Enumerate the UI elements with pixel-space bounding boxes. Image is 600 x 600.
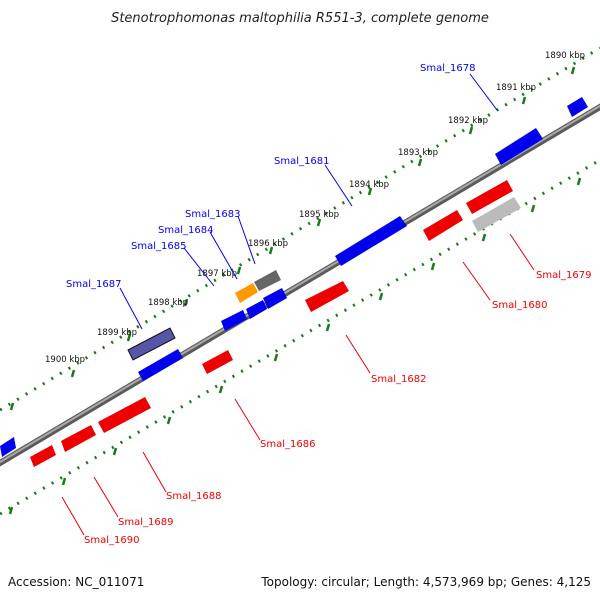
gene-purple (127, 327, 176, 361)
inner-major-ticks (8, 177, 582, 515)
genome-info-text: Topology: circular; Length: 4,573,969 bp… (260, 575, 591, 589)
gene-red (30, 445, 56, 467)
gene-label: Smal_1690 (84, 535, 139, 546)
gene-red (202, 350, 233, 374)
gene-blue (567, 97, 588, 117)
gene-red (305, 281, 349, 312)
scale-label: 1894 kbp (349, 180, 389, 190)
gene-label: Smal_1684 (158, 225, 213, 236)
scale-label: 1900 kbp (45, 355, 85, 365)
gene-blue (263, 288, 287, 309)
gene-orange (235, 283, 258, 303)
scale-label: 1893 kbp (398, 148, 438, 158)
gene-label: Smal_1689 (118, 517, 173, 528)
gene-red (466, 180, 513, 214)
forward-callouts (119, 73, 498, 330)
gene-red (98, 397, 151, 433)
scale-label: 1897 kbp (197, 269, 237, 279)
reverse-labels[interactable]: Smal_1679 Smal_1680 Smal_1682 Smal_1686 … (84, 270, 591, 546)
gene-label: Smal_1678 (420, 63, 475, 74)
gene-label: Smal_1686 (260, 439, 315, 450)
reverse-genes[interactable] (30, 180, 521, 467)
gene-label: Smal_1683 (185, 209, 240, 220)
scale-label: 1892 kbp (448, 116, 488, 126)
gene-grey (254, 270, 281, 291)
gene-red (61, 425, 96, 452)
gene-label: Smal_1688 (166, 491, 221, 502)
reverse-callouts (61, 233, 535, 536)
gene-red (423, 210, 463, 241)
gene-blue (0, 437, 16, 457)
scale-label: 1890 kbp (545, 51, 585, 61)
gene-label: Smal_1687 (66, 279, 121, 290)
accession-text: Accession: NC_011071 (8, 575, 144, 589)
gene-blue (221, 310, 247, 331)
gene-blue (495, 128, 543, 165)
gene-label: Smal_1680 (492, 300, 547, 311)
scale-label: 1891 kbp (496, 83, 536, 93)
gene-blue (138, 349, 183, 381)
forward-genes[interactable] (0, 97, 588, 457)
forward-labels[interactable]: Smal_1678 Smal_1681 Smal_1683 Smal_1684 … (66, 63, 475, 290)
gene-blue (246, 300, 267, 319)
map-title: Stenotrophomonas maltophilia R551-3, com… (111, 11, 489, 26)
gene-grey-light (472, 197, 521, 232)
gene-blue (335, 216, 407, 266)
gene-label: Smal_1679 (536, 270, 591, 281)
gene-label: Smal_1685 (131, 241, 186, 252)
scale-label: 1898 kbp (148, 298, 188, 308)
scale-label: 1899 kbp (97, 328, 137, 338)
outer-scale-dots (0, 46, 600, 412)
outer-major-ticks (9, 66, 576, 411)
scale-labels: 1890 kbp 1891 kbp 1892 kbp 1893 kbp 1894… (45, 51, 585, 365)
scale-label: 1895 kbp (299, 210, 339, 220)
scale-label: 1896 kbp (248, 239, 288, 249)
gene-label: Smal_1682 (371, 374, 426, 385)
gene-label: Smal_1681 (274, 156, 329, 167)
